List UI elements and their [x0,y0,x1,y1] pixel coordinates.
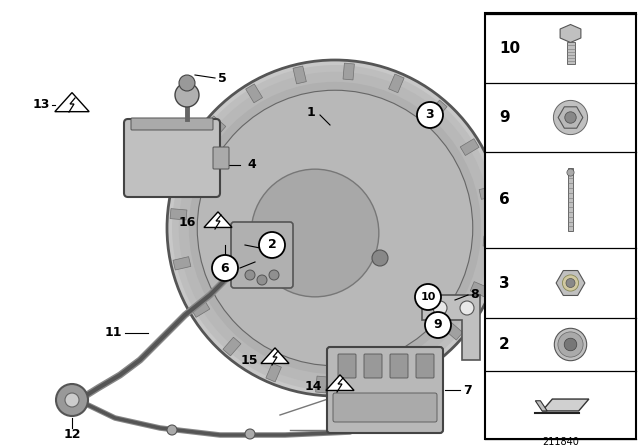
Circle shape [564,112,576,123]
Polygon shape [470,282,489,297]
Circle shape [245,429,255,439]
FancyBboxPatch shape [327,347,443,433]
Text: 211840: 211840 [542,437,579,447]
FancyBboxPatch shape [416,354,434,378]
Polygon shape [266,363,282,382]
Polygon shape [170,209,187,220]
Text: 5: 5 [218,72,227,85]
Circle shape [251,169,379,297]
Text: 12: 12 [63,428,81,441]
Circle shape [167,60,503,396]
Polygon shape [173,257,191,270]
Text: 10: 10 [499,41,520,56]
Text: 6: 6 [221,262,229,275]
Bar [485,13,636,439]
Text: 2: 2 [499,337,509,352]
Polygon shape [55,93,89,112]
Text: 8: 8 [470,288,479,301]
Polygon shape [261,348,289,363]
Polygon shape [444,322,463,340]
FancyBboxPatch shape [390,354,408,378]
Text: 2: 2 [268,238,276,251]
Circle shape [372,250,388,266]
Text: 9: 9 [434,319,442,332]
Polygon shape [535,401,547,411]
Circle shape [167,425,177,435]
Circle shape [460,301,474,315]
Text: 4: 4 [247,159,256,172]
Circle shape [564,338,577,351]
Polygon shape [560,25,581,43]
Polygon shape [556,271,585,296]
Circle shape [179,72,492,384]
Circle shape [212,255,238,281]
Polygon shape [207,116,226,134]
Polygon shape [388,74,404,93]
Polygon shape [558,107,583,128]
FancyBboxPatch shape [497,221,527,235]
Polygon shape [223,337,241,356]
Polygon shape [364,372,377,390]
Circle shape [417,102,443,128]
Circle shape [197,90,473,366]
Polygon shape [181,159,200,174]
FancyBboxPatch shape [231,222,293,288]
Text: 10: 10 [420,292,436,302]
Circle shape [245,270,255,280]
Circle shape [175,83,199,107]
FancyBboxPatch shape [497,236,527,250]
Text: 3: 3 [499,276,509,290]
FancyBboxPatch shape [364,354,382,378]
Polygon shape [429,100,447,119]
Polygon shape [326,375,354,391]
Text: 11: 11 [104,327,122,340]
Polygon shape [293,66,307,84]
Text: 13: 13 [33,99,50,112]
Text: 9: 9 [499,110,509,125]
FancyBboxPatch shape [338,354,356,378]
Bar [566,43,575,65]
FancyBboxPatch shape [131,118,213,130]
Circle shape [415,284,441,310]
Circle shape [269,270,279,280]
Polygon shape [191,301,210,317]
Text: 14: 14 [305,380,322,393]
Polygon shape [479,186,497,199]
Polygon shape [408,353,424,372]
Polygon shape [246,84,262,103]
Text: 16: 16 [179,215,196,228]
FancyBboxPatch shape [333,393,437,422]
Circle shape [567,169,574,176]
Circle shape [558,332,583,357]
Polygon shape [204,212,232,228]
Polygon shape [343,63,355,80]
Circle shape [425,312,451,338]
Circle shape [172,65,498,391]
Circle shape [179,75,195,91]
Polygon shape [316,376,327,393]
Text: 7: 7 [463,383,472,396]
Circle shape [563,275,579,291]
Circle shape [566,279,575,288]
Text: 3: 3 [426,108,435,121]
FancyBboxPatch shape [497,206,527,220]
Circle shape [189,82,481,374]
Bar [568,168,573,232]
Circle shape [433,301,447,315]
Circle shape [65,393,79,407]
Polygon shape [422,295,480,360]
Text: 1: 1 [307,105,315,119]
Circle shape [56,384,88,416]
FancyBboxPatch shape [124,119,220,197]
Text: 6: 6 [499,193,509,207]
Circle shape [257,275,267,285]
Circle shape [259,232,285,258]
Circle shape [554,328,587,361]
Polygon shape [542,399,589,411]
Text: 15: 15 [241,353,258,366]
FancyBboxPatch shape [213,147,229,169]
Polygon shape [460,139,479,155]
Circle shape [554,100,588,134]
Polygon shape [483,236,500,247]
